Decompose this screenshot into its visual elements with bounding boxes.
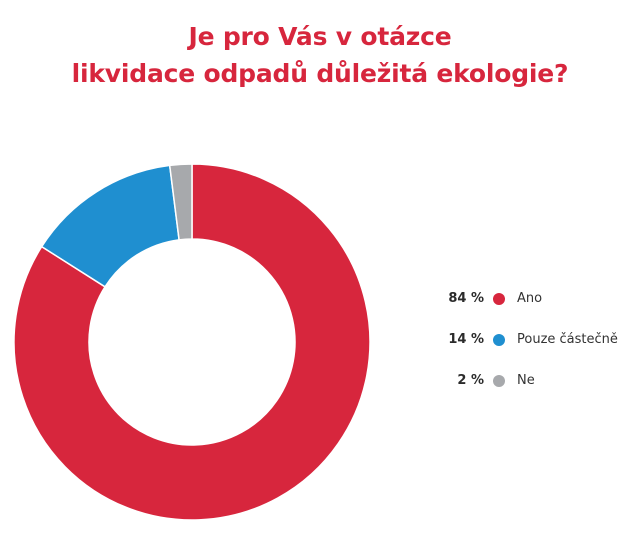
legend-swatch-pouze-castecne [493, 334, 505, 346]
donut-slices [13, 163, 371, 521]
chart-title-line-2: likvidace odpadů důležitá ekologie? [71, 59, 569, 88]
donut-chart [13, 163, 371, 521]
legend-item-ne: 2 % Ne [430, 371, 640, 391]
chart-title: Je pro Vás v otázce likvidace odpadů důl… [0, 18, 640, 92]
legend-label-pouze-castecne: Pouze částečně [517, 332, 618, 347]
legend-value-pouze-castecne: 14 % [448, 332, 484, 347]
donut-slice-ano [13, 163, 371, 521]
legend-item-pouze-castecne: 14 % Pouze částečně [430, 330, 640, 350]
donut-slice-ne [168, 163, 193, 241]
legend-swatch-ne [493, 375, 505, 387]
legend-label-ne: Ne [517, 373, 535, 388]
legend-swatch-ano [493, 293, 505, 305]
chart-legend: 84 % Ano 14 % Pouze částečně 2 % Ne [430, 289, 640, 412]
legend-label-ano: Ano [517, 291, 543, 306]
legend-item-ano: 84 % Ano [430, 289, 640, 309]
chart-title-line-1: Je pro Vás v otázce [188, 22, 452, 51]
legend-value-ne: 2 % [457, 373, 484, 388]
legend-value-ano: 84 % [448, 291, 484, 306]
